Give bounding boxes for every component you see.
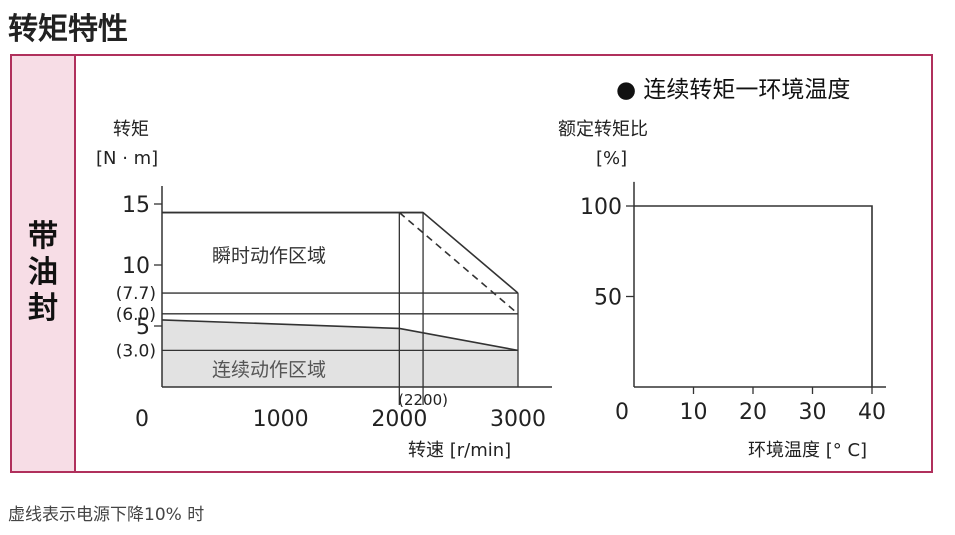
y-ref-label: (6.0) bbox=[116, 305, 156, 325]
y-ref-label: (7.7) bbox=[116, 284, 156, 304]
series-lines bbox=[161, 211, 519, 352]
tick-labels: 0 1000 2000 3000 5 10 15 (7.7)(6.0) (3.0) (2200) bbox=[116, 193, 546, 432]
side-tab: 带 油 封 bbox=[12, 56, 76, 471]
x-axis-label: 环境温度 [° C] bbox=[748, 440, 867, 461]
x-tick-label: 3000 bbox=[490, 407, 546, 432]
reference-lines bbox=[162, 212, 519, 405]
series-line-3 bbox=[161, 319, 519, 352]
x-tick-label: 0 bbox=[135, 407, 149, 432]
x-tick-label: 20 bbox=[739, 400, 767, 425]
y-axis-unit: [%] bbox=[596, 148, 627, 169]
y-ref-label: (3.0) bbox=[116, 341, 156, 361]
x-tick-label: 1000 bbox=[253, 407, 309, 432]
series-line-1 bbox=[634, 205, 873, 387]
x-tick-label: 0 bbox=[615, 400, 629, 425]
torque-speed-chart: 0 1000 2000 300051015(7.7)(6.0)(3.0)(2200) … bbox=[96, 119, 552, 461]
side-label-char: 带 bbox=[28, 219, 58, 254]
chart-panel: 带 油 封 bbox=[10, 54, 933, 473]
footnote: 虚线表示电源下降10% 时 bbox=[8, 505, 205, 525]
x-tick-label: 40 bbox=[858, 400, 886, 425]
x-axis-label: 转速 [r/min] bbox=[408, 440, 511, 461]
y-axis-label: 转矩 bbox=[113, 119, 149, 140]
series-lines bbox=[634, 205, 873, 387]
x-tick-label: 30 bbox=[799, 400, 827, 425]
continuous-region-label: 连续动作区域 bbox=[212, 359, 326, 381]
y-tick-label: 10 bbox=[122, 254, 150, 279]
page-title: 转矩特性 bbox=[8, 12, 128, 47]
x-ref-label: (2200) bbox=[398, 391, 448, 409]
y-tick-label: 100 bbox=[580, 195, 622, 220]
series-line-2 bbox=[398, 211, 519, 315]
y-axis-unit: [N · m] bbox=[96, 148, 158, 169]
continuous-region bbox=[162, 319, 518, 387]
y-axis-label: 额定转矩比 bbox=[558, 119, 648, 140]
chart-title: ● 连续转矩一环境温度 bbox=[616, 77, 850, 103]
y-tick-label: 50 bbox=[594, 286, 622, 311]
y-tick-label: 5 bbox=[136, 315, 150, 340]
torque-temperature-chart: ● 连续转矩一环境温度 0 10 20 30 40 50 100 额定转矩比 [%] 环境温… bbox=[558, 77, 886, 461]
tick-labels: 0 10 20 30 40 50 100 bbox=[580, 195, 886, 425]
side-label-char: 油 bbox=[28, 255, 58, 290]
x-tick-label: 10 bbox=[680, 400, 708, 425]
instant-region-label: 瞬时动作区域 bbox=[212, 245, 326, 267]
x-tick-label: 2000 bbox=[371, 407, 427, 432]
side-label-char: 封 bbox=[28, 291, 58, 326]
y-tick-label: 15 bbox=[122, 193, 150, 218]
